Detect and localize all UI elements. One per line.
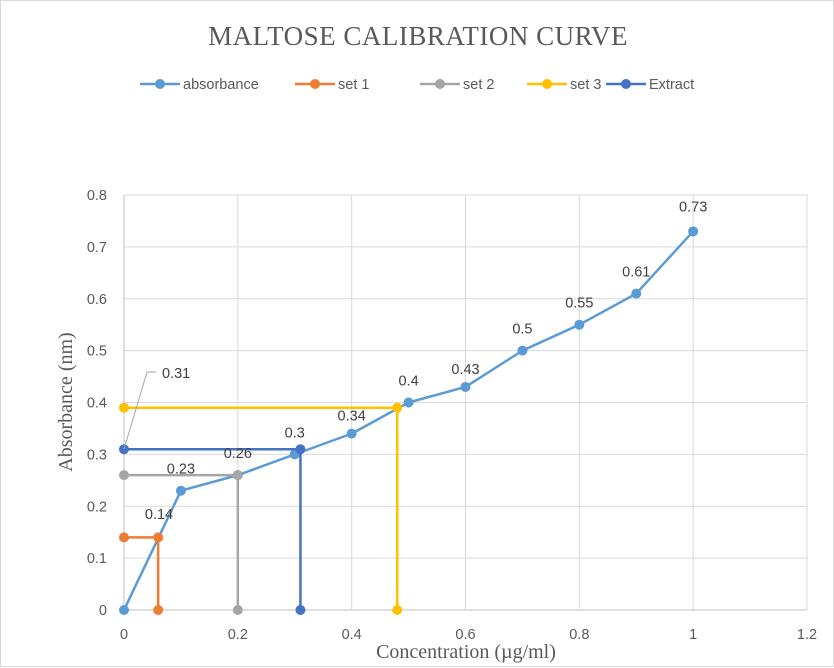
series-line <box>122 230 695 611</box>
y-tick-label: 0.6 <box>87 292 107 308</box>
chart-title: MALTOSE CALIBRATION CURVE <box>208 21 628 51</box>
data-point <box>119 532 129 543</box>
data-point <box>392 402 403 413</box>
data-point <box>517 345 528 356</box>
legend-item-extract: Extract <box>606 77 694 93</box>
data-point <box>119 402 129 413</box>
data-label: 0.73 <box>679 199 707 215</box>
data-label: 0.34 <box>338 409 366 425</box>
y-axis-title: Absorbance (nm) <box>55 332 77 471</box>
legend-label: Extract <box>649 77 694 93</box>
x-tick-label: 0.6 <box>455 627 475 643</box>
y-tick-label: 0.1 <box>87 551 107 567</box>
series-group <box>119 226 699 615</box>
data-label: 0.43 <box>451 362 479 378</box>
legend-marker <box>621 79 631 89</box>
y-tick-label: 0.2 <box>87 499 107 515</box>
legend-marker <box>435 79 445 89</box>
data-point <box>295 444 306 455</box>
data-label: 0.5 <box>512 322 532 338</box>
data-point <box>153 605 164 615</box>
series-line <box>124 447 302 610</box>
legend-marker <box>542 79 552 89</box>
data-label: 0.14 <box>145 507 173 523</box>
data-point <box>392 605 403 615</box>
legend-item-set-2: set 2 <box>420 77 494 93</box>
legend-label: set 2 <box>463 77 494 93</box>
series-set-1 <box>119 532 164 615</box>
legend-item-set-3: set 3 <box>527 77 601 93</box>
data-point <box>175 485 186 496</box>
y-tick-label: 0.5 <box>87 344 107 360</box>
y-tick-label: 0.8 <box>87 188 107 204</box>
data-point <box>119 470 129 481</box>
x-tick-label: 0 <box>120 627 128 643</box>
y-tick-label: 0.3 <box>87 447 107 463</box>
data-label: 0.23 <box>167 462 195 478</box>
data-point <box>688 226 699 237</box>
y-tick-label: 0.4 <box>87 396 107 412</box>
y-tick-label: 0 <box>99 603 107 619</box>
data-point <box>119 605 129 615</box>
legend-marker <box>155 79 165 89</box>
legend-label: set 3 <box>570 77 601 93</box>
x-tick-label: 1.2 <box>797 627 817 643</box>
data-label: 0.55 <box>565 296 593 312</box>
series-extract <box>119 444 306 615</box>
data-point <box>232 470 243 481</box>
legend-label: set 1 <box>338 77 369 93</box>
data-point <box>460 381 471 392</box>
legend-label: absorbance <box>183 77 259 93</box>
gridlines <box>123 194 808 611</box>
data-label: 0.3 <box>285 425 305 441</box>
x-tick-label: 0.8 <box>569 627 589 643</box>
y-tick-label: 0.7 <box>87 240 107 256</box>
x-tick-label: 1 <box>689 627 697 643</box>
series-set-2 <box>119 470 243 615</box>
data-point <box>574 319 585 330</box>
legend-marker <box>310 79 320 89</box>
legend-item-set-1: set 1 <box>295 77 369 93</box>
series-absorbance <box>119 226 699 615</box>
x-tick-label: 0.2 <box>228 627 248 643</box>
data-point <box>403 397 414 408</box>
data-label: 0.31 <box>162 366 190 382</box>
x-axis-ticks: 0 0.2 0.4 0.6 0.8 1 1.2 <box>120 627 817 643</box>
y-axis-ticks: 0 0.1 0.2 0.3 0.4 0.5 0.6 0.7 0.8 <box>87 188 107 619</box>
callout-leader-line <box>123 371 156 450</box>
x-tick-label: 0.4 <box>342 627 362 643</box>
series-set-3 <box>119 402 403 615</box>
data-point <box>346 428 357 439</box>
data-point <box>631 288 642 299</box>
x-axis-title: Concentration (µg/ml) <box>376 641 556 663</box>
legend: absorbance set 1 set 2 set 3 Extract <box>140 77 694 93</box>
legend-item-absorbance: absorbance <box>140 77 259 93</box>
data-label: 0.26 <box>224 446 252 462</box>
data-point <box>295 605 306 615</box>
data-label: 0.4 <box>398 374 418 390</box>
data-label: 0.61 <box>622 265 650 281</box>
data-point <box>232 605 243 615</box>
data-point <box>153 532 164 543</box>
data-labels: 0.23 0.26 0.3 0.34 0.4 0.43 0.5 0.55 0.61 0.73 0.1… <box>123 199 707 523</box>
